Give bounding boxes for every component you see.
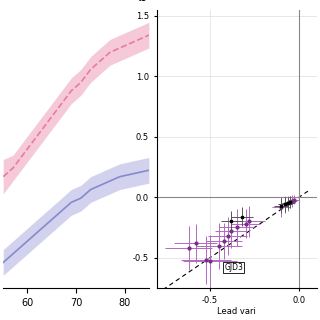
Text: GJD3: GJD3 (224, 263, 243, 272)
Text: Lead variant log odds ratio among males: Lead variant log odds ratio among males (197, 77, 203, 220)
X-axis label: Lead vari: Lead vari (217, 308, 256, 316)
Text: b: b (137, 0, 147, 4)
